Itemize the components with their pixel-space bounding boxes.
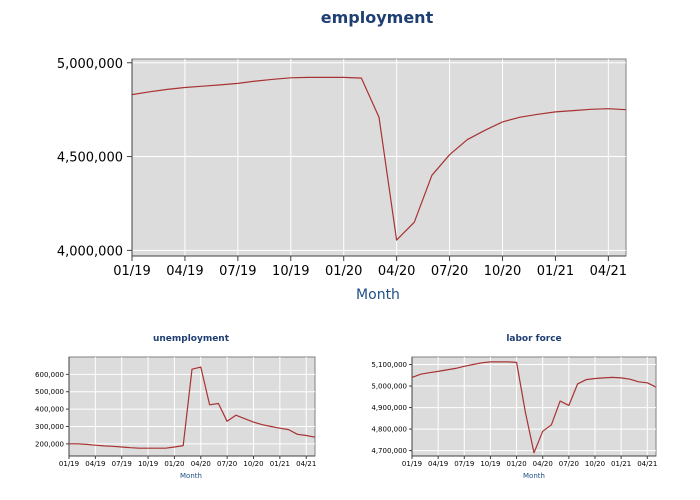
unemployment-xtick-label: 04/21 — [296, 460, 316, 468]
employment-xtick-label: 01/20 — [325, 264, 362, 279]
labor-force-xtick-label: 04/21 — [637, 460, 657, 468]
labor-force-xtick-label: 01/21 — [611, 460, 631, 468]
employment-xtick-label: 04/21 — [590, 264, 627, 279]
labor-force-xtick-label: 07/19 — [454, 460, 474, 468]
employment-ytick-label: 4,000,000 — [57, 244, 123, 259]
labor-force-xtick-label: 10/20 — [585, 460, 605, 468]
unemployment-title: unemployment — [153, 334, 230, 344]
employment-xtick-label: 07/20 — [431, 264, 468, 279]
labor-force-ytick-label: 5,100,000 — [371, 361, 407, 369]
employment-xtick-label: 01/21 — [537, 264, 574, 279]
unemployment-xtick-label: 04/19 — [85, 460, 105, 468]
labor-force-title: labor force — [506, 334, 561, 344]
employment-xtick-label: 10/19 — [272, 264, 309, 279]
employment-xlabel: Month — [356, 287, 400, 303]
labor-force-plot-area — [411, 356, 657, 457]
unemployment-ytick-label: 300,000 — [35, 423, 64, 431]
unemployment-xlabel: Month — [180, 472, 202, 480]
employment-series-line — [131, 76, 627, 241]
labor-force-ytick-label: 4,800,000 — [371, 426, 407, 434]
employment-xtick-label: 10/20 — [484, 264, 521, 279]
employment-xtick-label: 04/19 — [166, 264, 203, 279]
unemployment-ytick-label: 200,000 — [35, 440, 64, 448]
employment-ytick-label: 4,500,000 — [57, 151, 123, 166]
labor-force-xlabel: Month — [523, 472, 545, 480]
labor-force-ytick-label: 4,700,000 — [371, 447, 407, 455]
labor-force-ytick-label: 5,000,000 — [371, 383, 407, 391]
labor-force-xtick-label: 04/19 — [428, 460, 448, 468]
unemployment-ytick-label: 400,000 — [35, 406, 64, 414]
employment-plot-area — [131, 58, 627, 257]
unemployment-series-line — [69, 366, 316, 449]
employment-ytick-label: 5,000,000 — [57, 57, 123, 72]
unemployment-xtick-label: 04/20 — [191, 460, 211, 468]
labor-force-xtick-label: 01/19 — [402, 460, 422, 468]
labor-force-xtick-label: 01/20 — [506, 460, 526, 468]
unemployment-xtick-label: 01/21 — [270, 460, 290, 468]
unemployment-xtick-label: 01/20 — [164, 460, 184, 468]
unemployment-xtick-label: 07/20 — [217, 460, 237, 468]
unemployment-chart: unemployment Month 01/19 04/19 07/19 10/19 0… — [35, 334, 316, 480]
labor-force-series-line — [411, 361, 657, 454]
employment-xtick-label: 07/19 — [219, 264, 256, 279]
unemployment-xtick-label: 10/20 — [243, 460, 263, 468]
unemployment-xtick-label: 01/19 — [59, 460, 79, 468]
employment-title: employment — [321, 8, 434, 27]
labor-force-xtick-label: 07/20 — [559, 460, 579, 468]
employment-chart: employment Month 01/19 04/19 07/19 10/19 01/… — [57, 8, 627, 303]
labor-force-xtick-label: 10/19 — [480, 460, 500, 468]
unemployment-ytick-label: 600,000 — [35, 371, 64, 379]
unemployment-xtick-label: 10/19 — [138, 460, 158, 468]
labor-force-xtick-label: 04/20 — [533, 460, 553, 468]
labor-force-ytick-label: 4,900,000 — [371, 404, 407, 412]
unemployment-ytick-label: 500,000 — [35, 388, 64, 396]
employment-xtick-label: 01/19 — [113, 264, 150, 279]
employment-xtick-label: 04/20 — [378, 264, 415, 279]
unemployment-xtick-label: 07/19 — [112, 460, 132, 468]
labor-force-chart: labor force Month 01/19 04/19 07/19 10/19 01… — [371, 334, 657, 480]
